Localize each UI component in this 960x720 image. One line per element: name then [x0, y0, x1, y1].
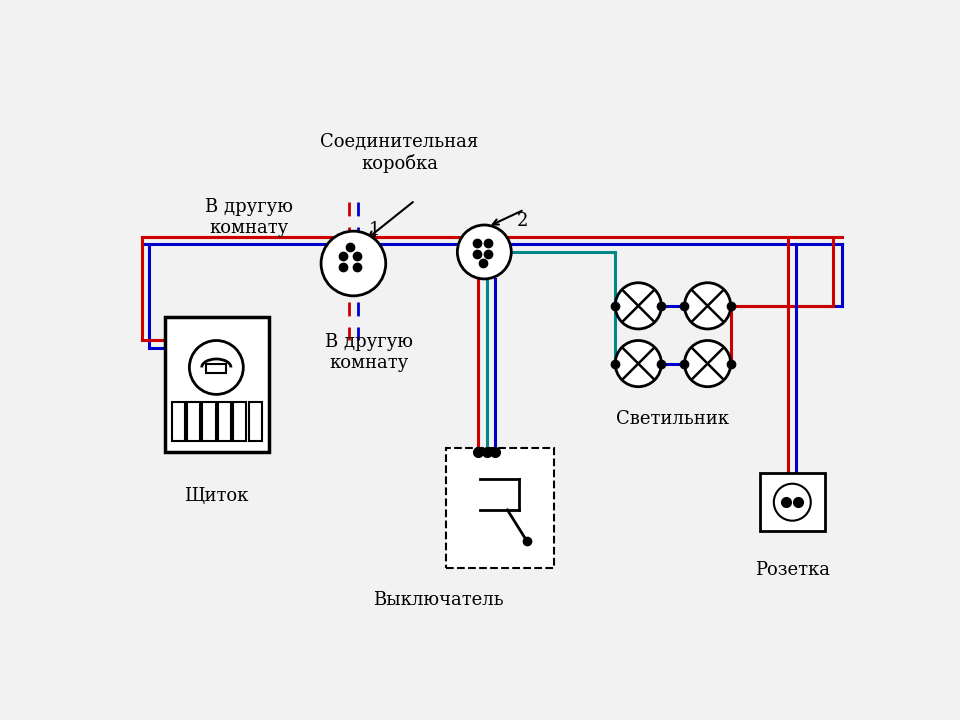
Circle shape — [189, 341, 243, 395]
Text: В другую
комнату: В другую комнату — [205, 198, 294, 237]
Text: В другую
комнату: В другую комнату — [324, 333, 413, 372]
Bar — [203, 402, 216, 441]
Circle shape — [684, 341, 731, 387]
Bar — [249, 402, 262, 441]
Text: 2: 2 — [517, 212, 529, 230]
Bar — [165, 318, 269, 452]
Circle shape — [457, 225, 512, 279]
Text: Розетка: Розетка — [755, 562, 829, 580]
Text: Светильник: Светильник — [616, 410, 730, 428]
Bar — [233, 402, 247, 441]
Bar — [760, 473, 826, 531]
Bar — [172, 402, 184, 441]
Bar — [218, 402, 231, 441]
Circle shape — [615, 283, 661, 329]
FancyBboxPatch shape — [206, 364, 227, 373]
Circle shape — [774, 484, 811, 521]
Bar — [445, 449, 554, 567]
Circle shape — [615, 341, 661, 387]
Circle shape — [321, 231, 386, 296]
Bar — [187, 402, 201, 441]
Text: Выключатель: Выключатель — [372, 590, 503, 608]
Text: Соединительная
коробка: Соединительная коробка — [321, 132, 479, 173]
Text: Щиток: Щиток — [184, 487, 249, 505]
Text: 1: 1 — [370, 221, 381, 239]
Circle shape — [684, 283, 731, 329]
